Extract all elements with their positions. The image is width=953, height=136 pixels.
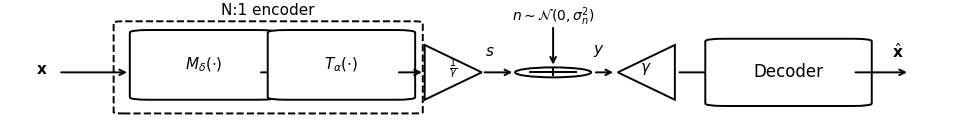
Polygon shape <box>618 45 674 100</box>
FancyBboxPatch shape <box>130 30 277 100</box>
Text: $T_{\alpha}(\cdot)$: $T_{\alpha}(\cdot)$ <box>324 56 358 74</box>
Text: Decoder: Decoder <box>753 63 822 81</box>
Text: $\hat{\theta}$: $\hat{\theta}$ <box>267 43 277 65</box>
Circle shape <box>515 67 591 77</box>
Text: $n \sim \mathcal{N}(0, \sigma_n^2)$: $n \sim \mathcal{N}(0, \sigma_n^2)$ <box>511 5 594 28</box>
Text: N:1 encoder: N:1 encoder <box>221 3 314 18</box>
Text: $\hat{\mathbf{x}}$: $\hat{\mathbf{x}}$ <box>891 42 902 61</box>
Text: $s$: $s$ <box>484 44 494 59</box>
FancyBboxPatch shape <box>268 30 415 100</box>
Polygon shape <box>424 45 481 100</box>
Text: $\mathbf{x}$: $\mathbf{x}$ <box>35 62 47 77</box>
Text: $\gamma$: $\gamma$ <box>639 61 652 77</box>
FancyBboxPatch shape <box>704 39 871 106</box>
Text: $y$: $y$ <box>593 43 604 59</box>
Text: $M_{\delta}(\cdot)$: $M_{\delta}(\cdot)$ <box>185 56 222 74</box>
Text: $\frac{1}{\gamma}$: $\frac{1}{\gamma}$ <box>449 56 456 81</box>
